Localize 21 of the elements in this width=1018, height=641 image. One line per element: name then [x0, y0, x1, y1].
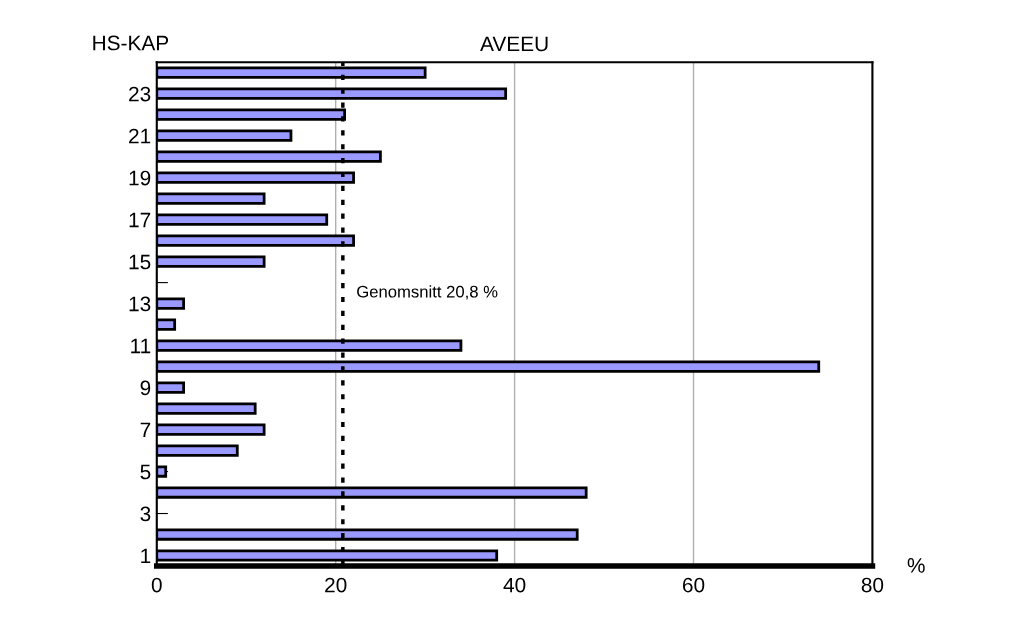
x-axis-title: %	[907, 558, 925, 573]
ref-line-label: Genomsnitt 20,8 %	[357, 285, 498, 300]
x-tick-label: 60	[682, 577, 705, 593]
y-tick-label: 5	[140, 464, 151, 480]
y-tick-label: 19	[129, 170, 151, 186]
y-tick-label: 21	[129, 128, 151, 144]
y-tick-label: 3	[140, 506, 151, 522]
x-tick-label: 0	[151, 577, 162, 593]
chart-title: AVEEU	[480, 36, 548, 52]
y-tick-label: 17	[129, 212, 151, 228]
y-axis-title: HS-KAP	[93, 35, 169, 51]
y-tick-label: 9	[140, 380, 151, 396]
y-tick-label: 15	[129, 254, 151, 270]
y-tick-label: 1	[141, 548, 151, 564]
x-tick-label: 80	[861, 577, 884, 593]
y-tick-label: 11	[131, 338, 151, 354]
y-tick-label: 13	[129, 296, 151, 312]
x-tick-label: 40	[503, 577, 526, 593]
x-tick-label: 20	[325, 577, 347, 593]
y-tick-label: 23	[129, 86, 151, 102]
y-tick-label: 7	[140, 422, 151, 438]
